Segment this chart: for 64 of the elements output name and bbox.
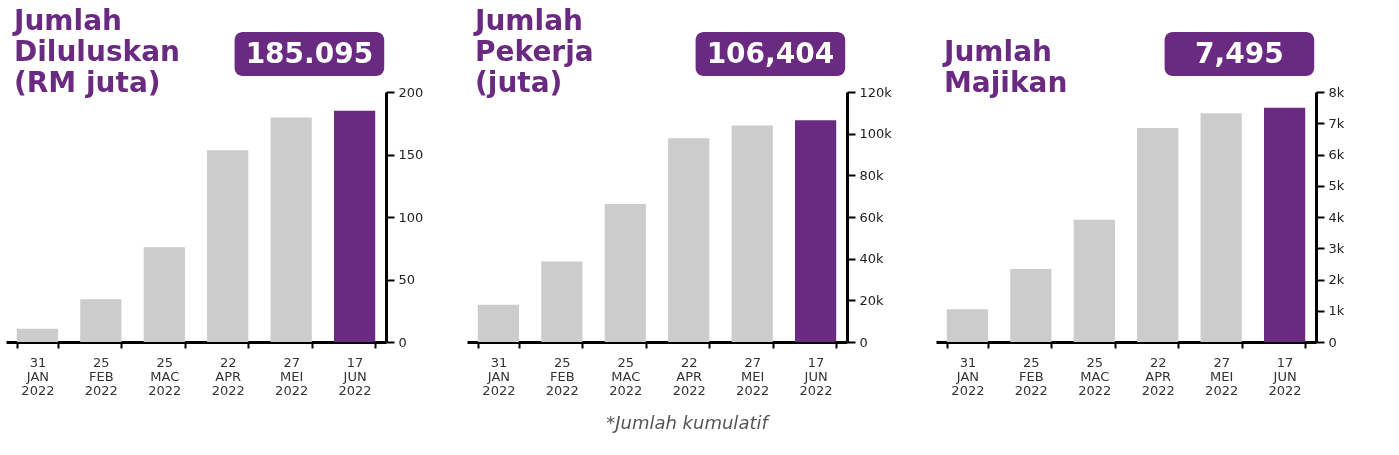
y-tick-label: 50 bbox=[398, 272, 416, 287]
text: *Jumlah kumulatif bbox=[606, 412, 771, 433]
bar bbox=[1137, 127, 1179, 342]
y-tick-label: 60k bbox=[859, 209, 885, 225]
chart-title: Jumlah Pekerja (juta) bbox=[473, 4, 594, 99]
bar bbox=[1010, 268, 1052, 342]
y-tick-label: 150 bbox=[398, 147, 424, 162]
x-tick-label: 17 JUN 2022 bbox=[338, 354, 372, 398]
y-tick-label: 20k bbox=[859, 292, 885, 308]
y-tick-label: 80k bbox=[859, 167, 885, 183]
y-tick-label: 200 bbox=[398, 84, 424, 100]
bar bbox=[270, 117, 312, 342]
bar bbox=[604, 203, 646, 342]
x-tick-label: 27 MEI 2022 bbox=[275, 354, 309, 398]
x-tick-label: 31 JAN 2022 bbox=[482, 354, 516, 398]
y-tick-label: 6k bbox=[1328, 147, 1345, 162]
chart-title: Jumlah Diluluskan (RM juta) bbox=[12, 4, 181, 99]
x-tick-label: 25 MAC 2022 bbox=[609, 354, 643, 398]
y-tick-label: 5k bbox=[1328, 178, 1345, 194]
bar bbox=[946, 309, 989, 342]
y-tick-label: 0 bbox=[1328, 334, 1337, 350]
x-tick-label: 25 MAC 2022 bbox=[1078, 354, 1112, 398]
x-tick-label: 17 JUN 2022 bbox=[1268, 354, 1302, 398]
bar bbox=[16, 328, 59, 342]
x-tick-label: 22 APR 2022 bbox=[211, 354, 245, 398]
x-tick-label: 27 MEI 2022 bbox=[736, 354, 770, 398]
x-tick-label: 25 FEB 2022 bbox=[84, 354, 118, 398]
bar bbox=[1263, 107, 1306, 342]
y-tick-label: 8k bbox=[1328, 84, 1345, 100]
data-label: 185.095 bbox=[245, 37, 374, 70]
y-tick-label: 0 bbox=[859, 334, 868, 350]
bar bbox=[731, 125, 773, 342]
x-tick-label: 22 APR 2022 bbox=[1141, 354, 1175, 398]
y-tick-label: 0 bbox=[398, 334, 407, 350]
chart-title: Jumlah Majikan bbox=[942, 35, 1068, 99]
bar bbox=[1200, 113, 1242, 342]
y-tick-label: 1k bbox=[1328, 303, 1345, 319]
bar bbox=[80, 299, 122, 342]
y-tick-label: 100k bbox=[859, 126, 893, 142]
x-tick-label: 25 FEB 2022 bbox=[1014, 354, 1048, 398]
x-tick-label: 31 JAN 2022 bbox=[951, 354, 985, 398]
y-tick-label: 100 bbox=[398, 209, 424, 225]
bar bbox=[1073, 219, 1115, 342]
x-tick-label: 31 JAN 2022 bbox=[21, 354, 55, 398]
x-tick-label: 25 FEB 2022 bbox=[545, 354, 579, 398]
x-tick-label: 17 JUN 2022 bbox=[799, 354, 833, 398]
data-label: 7,495 bbox=[1195, 37, 1284, 70]
data-label: 106,404 bbox=[706, 37, 835, 70]
bar bbox=[143, 247, 185, 342]
x-tick-label: 27 MEI 2022 bbox=[1205, 354, 1239, 398]
y-tick-label: 40k bbox=[859, 251, 885, 267]
bar bbox=[668, 138, 710, 342]
y-tick-label: 7k bbox=[1328, 115, 1345, 131]
x-tick-label: 22 APR 2022 bbox=[672, 354, 706, 398]
x-tick-label: 25 MAC 2022 bbox=[148, 354, 182, 398]
bar bbox=[541, 261, 583, 342]
bar bbox=[333, 110, 376, 342]
y-tick-label: 2k bbox=[1328, 272, 1345, 287]
y-tick-label: 4k bbox=[1328, 209, 1345, 225]
bar bbox=[207, 150, 249, 342]
bar bbox=[794, 120, 837, 342]
bar bbox=[477, 304, 520, 342]
y-tick-label: 3k bbox=[1328, 240, 1345, 256]
y-tick-label: 120k bbox=[859, 84, 893, 100]
